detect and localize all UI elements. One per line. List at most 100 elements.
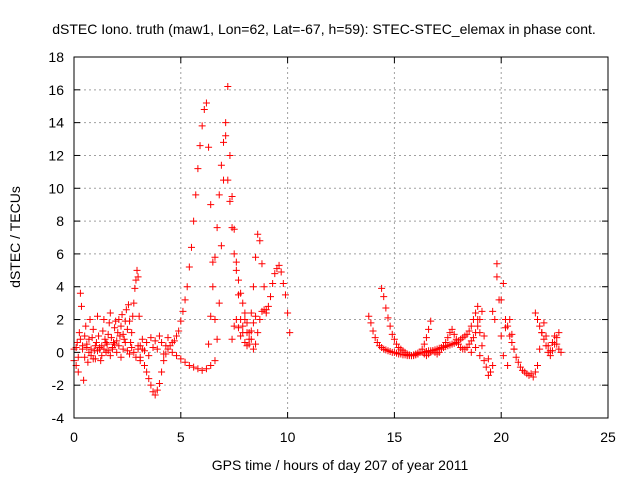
data-point [232,266,240,274]
data-point [499,352,507,360]
x-tick-label: 20 [493,429,509,445]
data-point [121,339,129,347]
series-4 [168,83,260,374]
data-point [192,191,200,199]
data-point [467,322,475,330]
data-point [476,352,484,360]
data-point [482,363,490,371]
data-point [493,273,501,281]
data-point [243,329,251,337]
data-point [77,302,85,310]
data-point [249,345,257,353]
data-point [472,343,480,351]
data-point [168,348,176,356]
data-point [134,342,142,350]
data-point [177,317,185,325]
data-point [237,332,245,340]
data-point [93,312,101,320]
data-point [113,348,121,356]
plot-frame [73,56,609,419]
data-point [228,224,236,232]
data-point [118,311,126,319]
data-point [153,345,161,353]
data-point [254,329,262,337]
series-2 [70,332,172,376]
data-point [384,314,392,322]
data-point [74,368,82,376]
data-point [209,283,217,291]
data-point [252,312,260,320]
data-point [442,339,450,347]
data-point [365,312,373,320]
data-point [267,293,275,301]
data-point [134,273,142,281]
data-point [275,261,283,269]
data-point [115,342,123,350]
data-point [100,345,108,353]
data-point [230,250,238,258]
data-point [83,340,91,348]
data-point [553,334,561,342]
data-point [506,332,514,340]
data-point [126,317,134,325]
data-point [119,345,127,353]
data-point [271,270,279,278]
data-point [209,258,217,266]
data-point [380,293,388,301]
data-point [286,329,294,337]
data-point [115,316,123,324]
data-point [130,299,138,307]
data-point [105,319,113,327]
data-point [79,345,87,353]
data-point [512,353,520,361]
data-point [252,253,260,261]
data-point [262,309,270,317]
data-point [177,355,185,363]
data-point [185,263,193,271]
data-point [249,283,257,291]
data-point [531,368,539,376]
data-point [241,309,249,317]
data-point [128,329,136,337]
data-point [104,330,112,338]
data-point [386,322,394,330]
data-point [143,339,151,347]
data-point [510,345,518,353]
data-point [145,352,153,360]
data-point [247,335,255,343]
data-point [538,329,546,337]
data-point [378,284,386,292]
data-point [200,106,208,114]
data-point [230,322,238,330]
y-tick-label: 14 [48,115,64,131]
data-point [269,279,277,287]
data-point [474,302,482,310]
data-point [211,253,219,261]
data-point [548,347,556,355]
data-point [476,329,484,337]
data-point [480,332,488,340]
data-point [119,330,127,338]
y-tick-label: -4 [52,410,65,426]
data-point [202,99,210,107]
data-point [217,242,225,250]
y-tick-label: 6 [56,246,64,262]
data-point [198,366,206,374]
data-point [281,291,289,299]
data-point [155,380,163,388]
data-point [101,335,109,343]
data-point [222,119,230,127]
data-point [140,361,148,369]
data-point [151,337,159,345]
data-point [117,353,125,361]
data-point [151,391,159,399]
y-tick-label: 18 [48,49,64,65]
data-point [484,355,492,363]
data-point [478,342,486,350]
y-tick-label: 0 [56,344,64,360]
data-point [534,316,542,324]
data-point [228,335,236,343]
data-point [107,334,115,342]
data-point [179,307,187,315]
data-point [450,330,458,338]
